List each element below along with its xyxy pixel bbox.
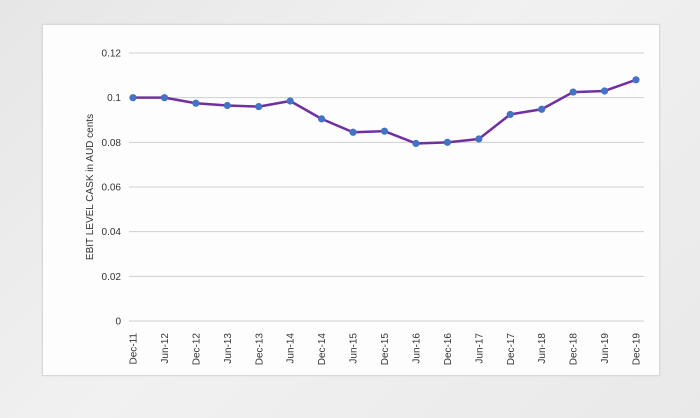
data-point bbox=[443, 138, 451, 146]
data-point bbox=[160, 94, 169, 102]
x-tick-label: Dec-11 bbox=[129, 333, 140, 365]
series-group bbox=[129, 76, 640, 148]
x-tick-label: Jun-12 bbox=[160, 333, 171, 364]
y-tick-label: 0 bbox=[115, 317, 121, 328]
data-point bbox=[318, 115, 326, 123]
data-point bbox=[569, 88, 577, 96]
x-tick-label: Jun-17 bbox=[474, 333, 485, 364]
data-point bbox=[255, 103, 263, 111]
x-tick-label: Jun-13 bbox=[223, 333, 234, 364]
chart-card: 0 0.02 0.04 0.06 0.08 0.1 0.12 Dec-11 Jun-12 Dec… bbox=[42, 24, 660, 376]
y-axis-ticks: 0 0.02 0.04 0.06 0.08 0.1 0.12 bbox=[102, 49, 122, 328]
y-tick-label: 0.08 bbox=[102, 138, 122, 149]
y-axis-title: EBIT LEVEL CASK in AUD cents bbox=[85, 114, 96, 260]
x-tick-label: Dec-15 bbox=[380, 333, 391, 366]
x-tick-label: Dec-14 bbox=[317, 333, 328, 366]
x-tick-label: Jun-16 bbox=[411, 333, 422, 364]
x-tick-label: Dec-19 bbox=[632, 333, 643, 366]
x-tick-label: Dec-13 bbox=[254, 333, 265, 366]
x-tick-label: Dec-16 bbox=[443, 333, 454, 366]
data-point bbox=[380, 127, 389, 135]
y-tick-label: 0.04 bbox=[102, 227, 122, 238]
data-point bbox=[600, 87, 609, 95]
data-point bbox=[412, 139, 420, 148]
grid-lines bbox=[129, 52, 644, 322]
data-point bbox=[192, 99, 200, 107]
y-tick-label: 0.1 bbox=[107, 93, 121, 104]
data-point bbox=[475, 135, 483, 143]
x-tick-label: Jun-15 bbox=[349, 333, 360, 364]
x-tick-label: Dec-12 bbox=[191, 333, 202, 366]
x-tick-label: Dec-17 bbox=[506, 333, 517, 366]
x-tick-label: Jun-14 bbox=[286, 333, 297, 364]
data-point bbox=[538, 105, 546, 113]
y-tick-label: 0.02 bbox=[102, 272, 122, 283]
x-tick-label: Jun-18 bbox=[537, 333, 548, 364]
data-point bbox=[506, 110, 514, 119]
data-point bbox=[286, 97, 294, 105]
x-tick-label: Jun-19 bbox=[600, 333, 611, 364]
data-point bbox=[632, 76, 640, 84]
data-point bbox=[349, 128, 357, 136]
x-tick-label: Dec-18 bbox=[569, 333, 580, 366]
x-axis-ticks: Dec-11 Jun-12 Dec-12 Jun-13 Dec-13 Jun-14 Dec-… bbox=[129, 333, 643, 366]
y-tick-label: 0.12 bbox=[102, 49, 122, 60]
data-point bbox=[129, 94, 137, 102]
line-chart: 00.020.040.060.080.10.12 Dec-11 Jun-12 Dec… bbox=[85, 49, 644, 366]
data-point bbox=[223, 101, 231, 110]
y-tick-label: 0.06 bbox=[102, 183, 122, 194]
